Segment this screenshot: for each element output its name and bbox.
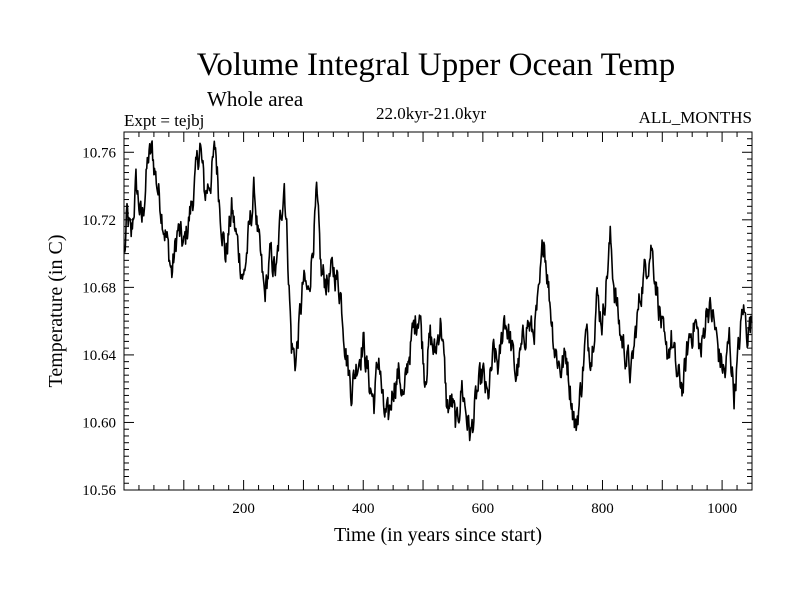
x-tick-label: 400: [352, 501, 375, 517]
y-tick-label: 10.72: [82, 213, 116, 229]
y-tick-label: 10.56: [82, 483, 116, 499]
months-label: ALL_MONTHS: [638, 108, 752, 127]
series-line: [123, 140, 753, 442]
x-tick-label: 200: [232, 501, 255, 517]
experiment-label: Expt = tejbj: [124, 111, 205, 130]
y-tick-label: 10.76: [82, 145, 116, 161]
x-tick-label: 1000: [707, 501, 737, 517]
tick-layer: 200 400 600 800 1000 10.56 10.60 10.64 10.68 10.7…: [82, 132, 752, 517]
x-tick-label: 800: [591, 501, 614, 517]
y-tick-label: 10.68: [82, 280, 116, 296]
y-tick-label: 10.60: [82, 415, 116, 431]
x-tick-label: 600: [472, 501, 495, 517]
plot-frame: [123, 131, 753, 491]
x-axis-label: Time (in years since start): [334, 524, 542, 546]
period-label: 22.0kyr-21.0kyr: [376, 104, 487, 123]
y-tick-label: 10.64: [82, 348, 116, 364]
chart-title: Volume Integral Upper Ocean Temp: [196, 47, 676, 83]
y-axis-label: Temperature (in C): [45, 235, 67, 388]
chart-subtitle: Whole area: [207, 87, 304, 111]
